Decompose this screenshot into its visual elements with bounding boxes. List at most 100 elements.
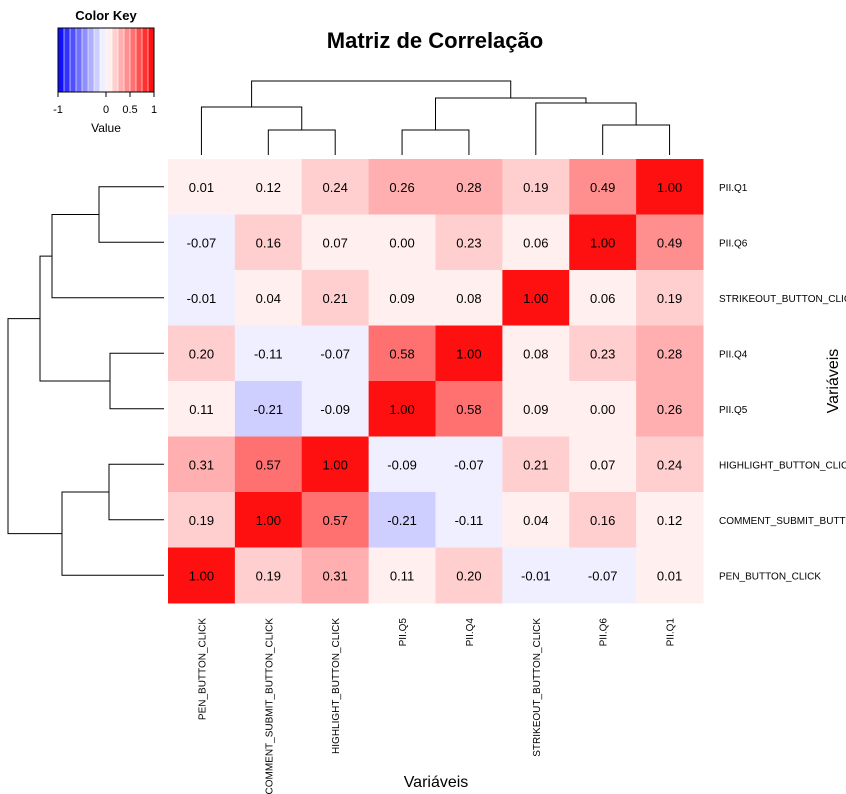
heatmap-cell-label: 0.57 bbox=[323, 513, 348, 528]
color-key-swatch bbox=[124, 28, 131, 92]
heatmap-cell-label: 0.06 bbox=[523, 235, 548, 250]
column-label: PEN_BUTTON_CLICK bbox=[197, 618, 208, 720]
dendrogram-branch bbox=[109, 352, 164, 410]
color-key-tick-label: -1 bbox=[53, 104, 63, 116]
heatmap-cell bbox=[301, 436, 370, 493]
heatmap-cell bbox=[636, 492, 704, 548]
heatmap-cell bbox=[636, 270, 704, 326]
heatmap-cell bbox=[502, 270, 570, 326]
color-key-swatch bbox=[58, 28, 65, 92]
heatmap-cell bbox=[636, 436, 704, 493]
heatmap-cell-label: -0.07 bbox=[454, 457, 484, 472]
heatmap-cell-label: 0.00 bbox=[590, 402, 615, 417]
heatmap-cell bbox=[234, 270, 303, 326]
heatmap-cell bbox=[234, 214, 303, 271]
dendrogram-branch bbox=[401, 129, 470, 155]
column-label: COMMENT_SUBMIT_BUTTON_CLICK bbox=[264, 618, 275, 794]
heatmap-cell bbox=[368, 214, 436, 271]
heatmap-cell-label: 1.00 bbox=[657, 180, 682, 195]
heatmap-cell bbox=[301, 214, 370, 271]
heatmap-cell-label: 0.07 bbox=[323, 235, 348, 250]
color-key-swatch bbox=[118, 28, 125, 92]
dendrogram-branch bbox=[98, 186, 164, 243]
heatmap-cell bbox=[636, 325, 704, 382]
heatmap-cell bbox=[502, 436, 570, 493]
heatmap-cell bbox=[435, 492, 503, 548]
heatmap-cell bbox=[569, 214, 637, 271]
heatmap-cell-label: 0.49 bbox=[590, 180, 615, 195]
heatmap-cell-label: 0.31 bbox=[323, 568, 348, 583]
heatmap-cell-label: 0.07 bbox=[590, 457, 615, 472]
y-axis-label: Variáveis bbox=[825, 349, 842, 414]
heatmap-cell-label: 0.24 bbox=[657, 457, 682, 472]
heatmap-cell-label: 1.00 bbox=[389, 402, 414, 417]
color-key-label: Value bbox=[91, 121, 121, 135]
heatmap-cell-label: 0.04 bbox=[256, 291, 281, 306]
heatmap-cell-label: 1.00 bbox=[523, 291, 548, 306]
heatmap-cell bbox=[234, 547, 303, 604]
column-dendrogram bbox=[200, 80, 671, 155]
heatmap-cell bbox=[368, 270, 436, 326]
color-key-ticks: -1 0 0.5 1 bbox=[53, 92, 157, 116]
heatmap-cell-label: 0.20 bbox=[189, 346, 214, 361]
heatmap-cell bbox=[502, 159, 570, 215]
heatmap-cell bbox=[168, 547, 236, 604]
heatmap-cell bbox=[168, 270, 236, 326]
column-label: HIGHLIGHT_BUTTON_CLICK bbox=[331, 618, 342, 754]
heatmap-cell-label: 0.24 bbox=[323, 180, 348, 195]
dendrogram-branch bbox=[535, 102, 637, 155]
heatmap-cell-label: 0.01 bbox=[657, 568, 682, 583]
color-key-swatch bbox=[82, 28, 89, 92]
row-dendrogram bbox=[7, 186, 164, 576]
row-label: PII.Q5 bbox=[719, 405, 748, 416]
heatmap-cell-label: 0.19 bbox=[189, 513, 214, 528]
heatmap-cell bbox=[502, 325, 570, 382]
dendrogram-branch bbox=[39, 255, 110, 382]
heatmap-cell-label: -0.07 bbox=[320, 346, 350, 361]
heatmap-cell-label: 0.57 bbox=[256, 457, 281, 472]
row-label: PII.Q1 bbox=[719, 183, 748, 194]
heatmap-cell-label: 0.04 bbox=[523, 513, 548, 528]
color-key-tick-label: 0.5 bbox=[122, 104, 137, 116]
heatmap-cell bbox=[168, 325, 236, 382]
heatmap-cell-label: 0.09 bbox=[389, 291, 414, 306]
heatmap-cell-label: 1.00 bbox=[456, 346, 481, 361]
heatmap-cell-label: 0.12 bbox=[256, 180, 281, 195]
dendrogram-branch bbox=[251, 80, 512, 107]
color-key-tick-label: 0 bbox=[103, 104, 109, 116]
heatmap-cell-label: 1.00 bbox=[323, 457, 348, 472]
heatmap-cell bbox=[168, 159, 236, 215]
heatmap-cell-label: -0.07 bbox=[588, 568, 618, 583]
heatmap-cell bbox=[636, 159, 704, 215]
heatmap-cell-label: 0.19 bbox=[523, 180, 548, 195]
heatmap-cell-label: 0.58 bbox=[456, 402, 481, 417]
color-key-swatch bbox=[142, 28, 149, 92]
heatmap-cell bbox=[168, 436, 236, 493]
heatmap-cell-label: 0.19 bbox=[657, 291, 682, 306]
heatmap-cell bbox=[301, 381, 370, 437]
heatmap-cell-label: 0.21 bbox=[323, 291, 348, 306]
color-key-swatch bbox=[112, 28, 119, 92]
color-key: Color Key -1 0 0.5 1 Value bbox=[53, 8, 157, 135]
column-labels: PEN_BUTTON_CLICK COMMENT_SUBMIT_BUTTON_CL… bbox=[197, 618, 676, 794]
heatmap-cell bbox=[368, 492, 436, 548]
heatmap-cell bbox=[301, 270, 370, 326]
heatmap-cell bbox=[435, 325, 503, 382]
heatmap-cell-label: 0.12 bbox=[657, 513, 682, 528]
heatmap-cell-label: 1.00 bbox=[590, 235, 615, 250]
heatmap-cell bbox=[502, 381, 570, 437]
color-key-title: Color Key bbox=[75, 8, 137, 23]
row-label: COMMENT_SUBMIT_BUTTON_CLICK bbox=[719, 516, 846, 527]
heatmap-cell-label: 0.19 bbox=[256, 568, 281, 583]
heatmap-cell bbox=[168, 214, 236, 271]
heatmap-cell bbox=[435, 381, 503, 437]
color-key-bar bbox=[57, 27, 155, 93]
heatmap-cell bbox=[569, 381, 637, 437]
column-label: PII.Q5 bbox=[398, 618, 409, 647]
heatmap-cell-label: -0.09 bbox=[387, 457, 417, 472]
heatmap-cell-label: -0.11 bbox=[254, 346, 283, 361]
column-label: STRIKEOUT_BUTTON_CLICK bbox=[532, 618, 543, 757]
row-labels: PII.Q1 PII.Q6 STRIKEOUT_BUTTON_CLICK PII.Q4… bbox=[719, 183, 846, 583]
dendrogram-branch bbox=[602, 124, 671, 155]
